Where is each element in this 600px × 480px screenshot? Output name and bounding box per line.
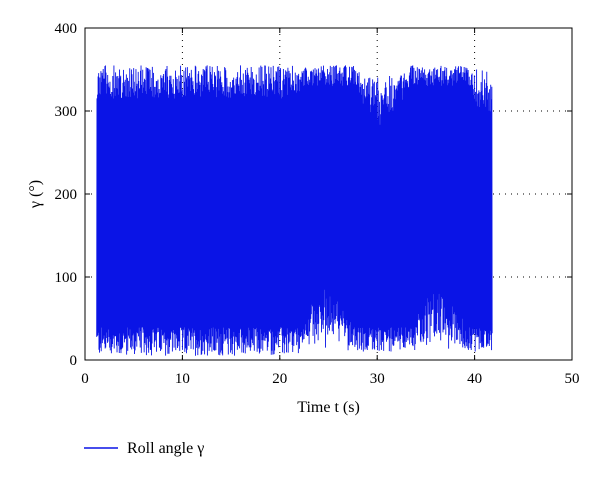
y-tick-label: 0 <box>70 353 78 369</box>
y-tick-label: 200 <box>55 187 78 203</box>
x-tick-label: 30 <box>370 371 385 387</box>
x-tick-label: 10 <box>175 371 190 387</box>
series-layer <box>96 65 493 356</box>
x-tick-label: 50 <box>565 371 580 387</box>
x-tick-label: 20 <box>272 371 287 387</box>
legend: Roll angle γ <box>84 440 204 457</box>
axis-ticks <box>84 27 573 361</box>
y-tick-label: 400 <box>55 21 78 37</box>
tick-labels: 0 10 20 30 40 50 0 100 200 300 400 <box>55 21 580 387</box>
x-tick-label: 40 <box>467 371 482 387</box>
series-line-roll-angle <box>96 65 493 356</box>
x-axis-title: Time t (s) <box>297 399 360 416</box>
x-tick-label: 0 <box>81 371 89 387</box>
legend-label-roll-angle: Roll angle γ <box>127 440 204 457</box>
y-tick-label: 100 <box>55 270 78 286</box>
y-axis-title: γ (°) <box>27 180 44 209</box>
y-tick-label: 300 <box>55 104 78 120</box>
